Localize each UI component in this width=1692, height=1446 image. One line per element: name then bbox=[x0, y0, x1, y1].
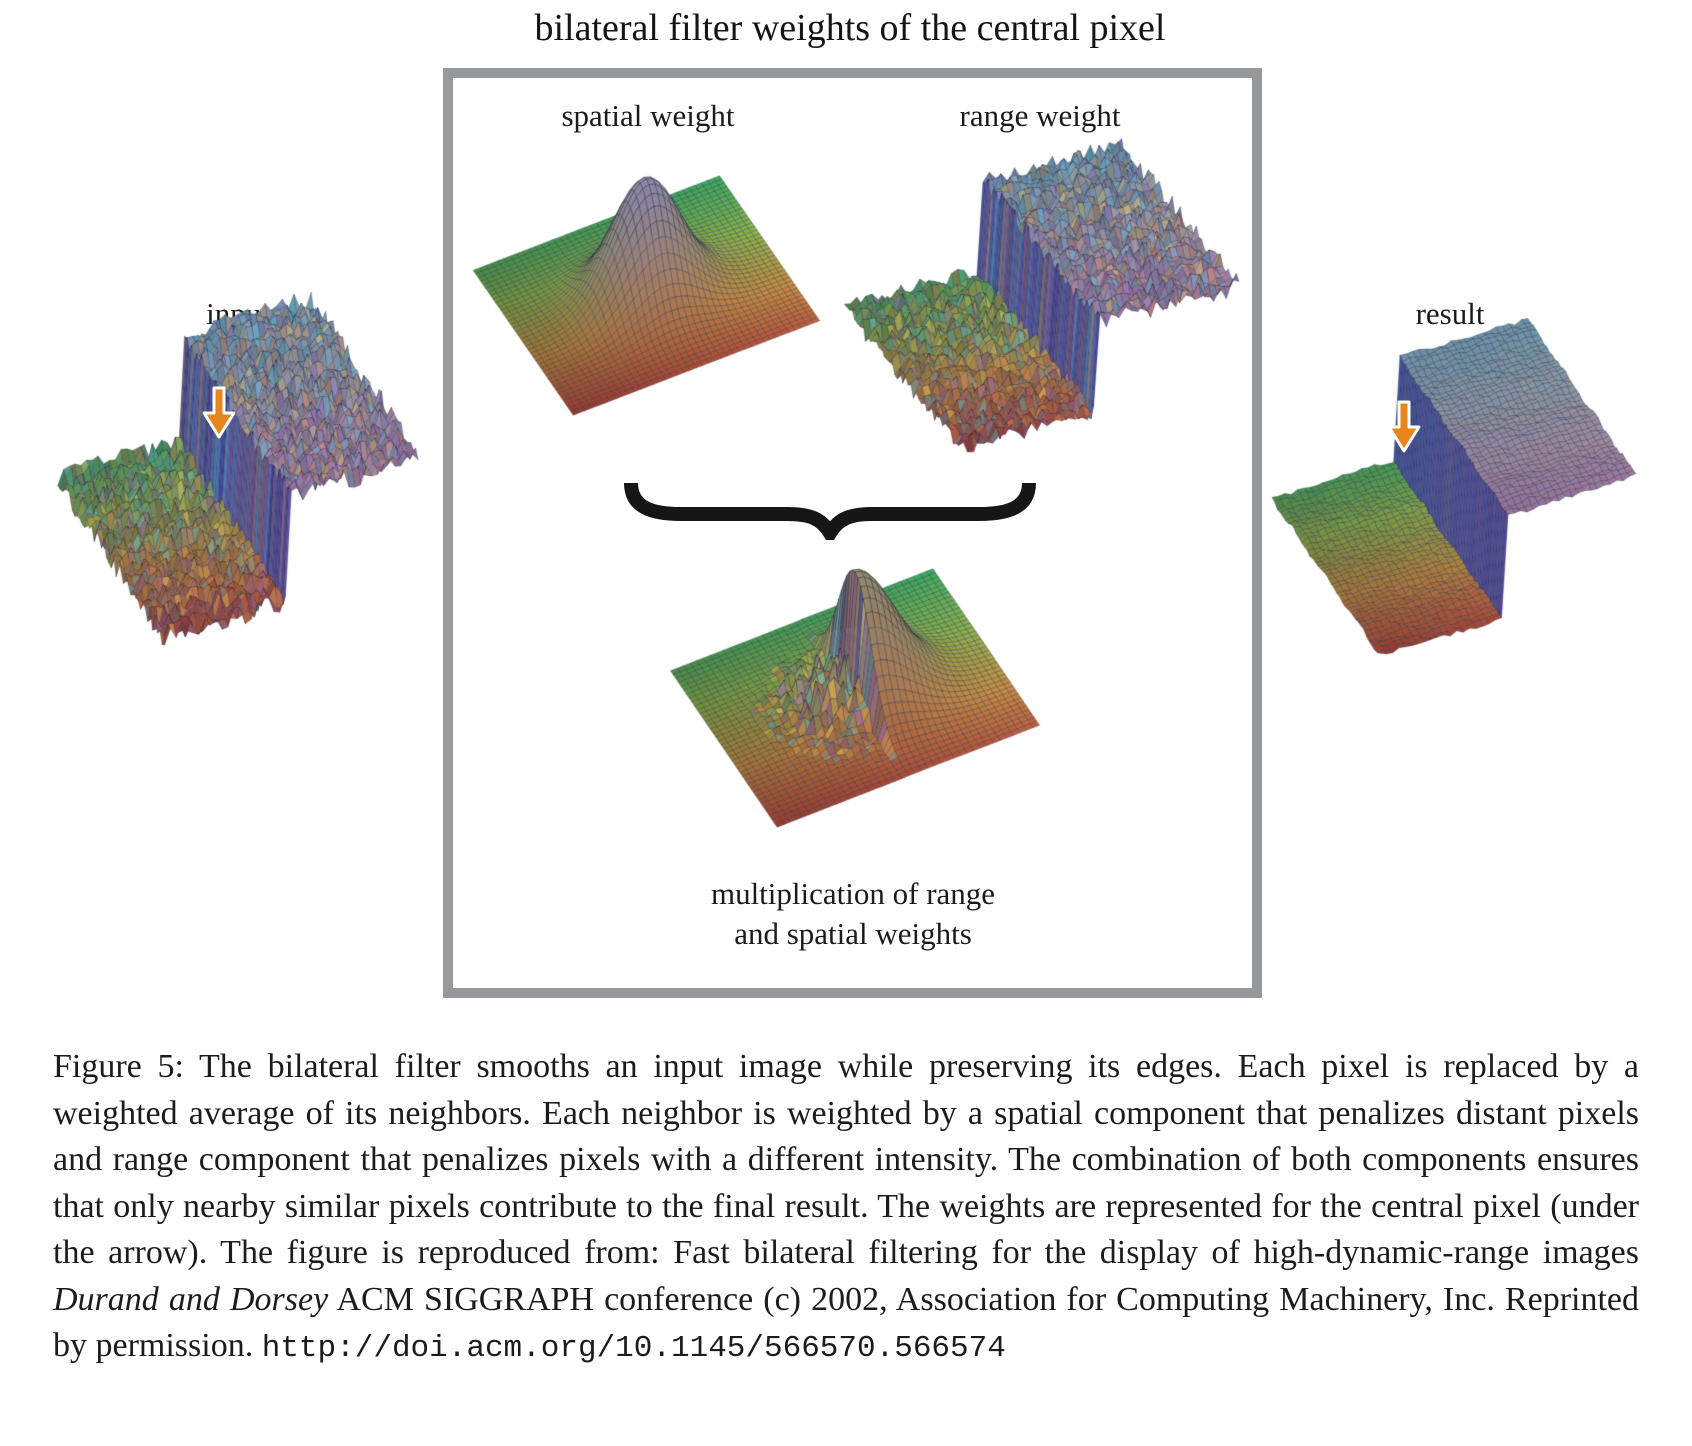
spatial-weight-label: spatial weight bbox=[561, 98, 735, 133]
input-center-pixel-arrow-icon bbox=[202, 386, 236, 439]
input-surface-plot bbox=[34, 278, 430, 674]
caption-text-1: Figure 5: The bilateral filter smooths a… bbox=[53, 1048, 1639, 1271]
result-surface-plot bbox=[1248, 300, 1648, 690]
multiplication-surface-plot bbox=[648, 528, 1058, 868]
range-weight-surface-plot bbox=[818, 128, 1252, 478]
range-weight-label: range weight bbox=[959, 98, 1121, 133]
caption-text-2: ACM SIGGRAPH conference (c) 2002, Associ… bbox=[53, 1280, 1640, 1365]
figure-title: bilateral filter weights of the central … bbox=[534, 7, 1166, 49]
caption-citation-authors: Durand and Dorsey bbox=[53, 1280, 329, 1318]
multiplication-label: multiplication of range and spatial weig… bbox=[653, 874, 1053, 954]
figure-caption: Figure 5: The bilateral filter smooths a… bbox=[53, 1044, 1639, 1373]
result-center-pixel-arrow-icon bbox=[1387, 400, 1421, 453]
underbrace-icon bbox=[624, 482, 1036, 540]
caption-doi-link[interactable]: http://doi.acm.org/10.1145/566570.566574 bbox=[261, 1331, 1006, 1366]
multiplication-label-line1: multiplication of range bbox=[710, 876, 996, 911]
spatial-weight-surface-plot bbox=[452, 138, 837, 453]
multiplication-label-line2: and spatial weights bbox=[734, 916, 972, 951]
